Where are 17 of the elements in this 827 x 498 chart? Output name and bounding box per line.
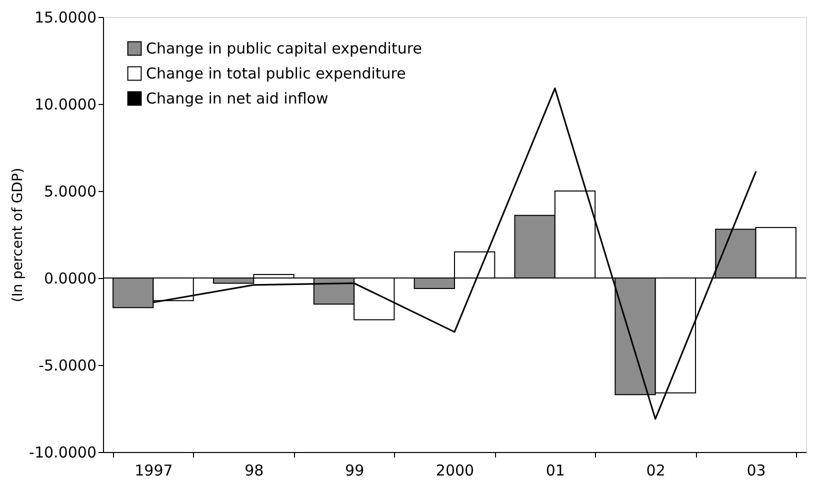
y-tick-label: -10.0000 <box>29 444 96 462</box>
y-tick-label: 15.0000 <box>34 8 96 26</box>
legend-label: Change in total public expenditure <box>146 64 406 82</box>
y-tick-label: 0.0000 <box>44 270 96 288</box>
y-tick-label: 10.0000 <box>34 96 96 114</box>
x-tick-label: 98 <box>244 462 264 480</box>
legend-label: Change in net aid inflow <box>146 90 328 108</box>
x-tick-label: 2000 <box>436 462 474 480</box>
x-tick-label: 1997 <box>134 462 173 480</box>
y-tick-label: 5.0000 <box>44 182 96 200</box>
y-axis-title: (In percent of GDP) <box>10 168 26 302</box>
x-tick-label: 99 <box>345 462 364 480</box>
x-tick-label: 01 <box>546 462 565 480</box>
x-tick-label: 02 <box>646 462 666 480</box>
y-tick-label: -5.0000 <box>38 356 96 374</box>
x-tick-label: 03 <box>746 462 766 480</box>
legend-label: Change in public capital expenditure <box>146 40 422 58</box>
